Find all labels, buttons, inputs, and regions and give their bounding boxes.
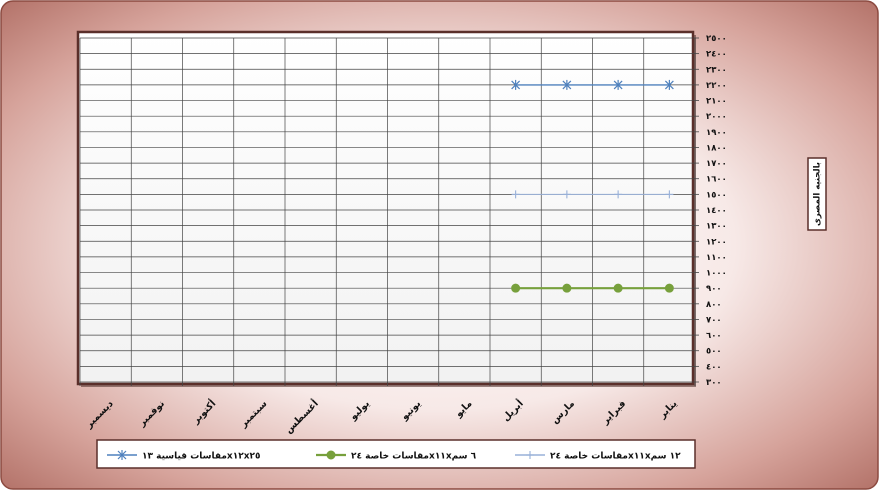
data-point [117,450,127,460]
data-point [664,283,674,293]
y-tick-label: ٢٤٠٠ [706,50,727,60]
y-tick-label: ١٠٠٠ [706,269,727,279]
y-tick-label: ٤٠٠ [706,362,722,372]
y-tick-label: ٩٠٠ [706,284,722,294]
y-tick-label: ١٧٠٠ [706,159,727,169]
y-tick-label: ١٩٠٠ [706,128,727,138]
data-point [562,283,572,293]
y-axis-title-box: بالجنيه المصرى [807,157,827,231]
y-tick-label: ٥٠٠ [706,347,722,357]
y-tick-label: ٢٣٠٠ [706,65,727,75]
legend: مقاسات قياسية ١٣x١٢x٢٥ مقاسات خاصة ٢٤x١١x… [96,439,696,469]
series-layer [511,79,674,293]
y-tick-label: ٧٠٠ [706,315,722,325]
y-tick-label: ٢٠٠٠ [706,112,727,122]
y-tick-label: ١٣٠٠ [706,222,727,232]
data-point [562,79,572,90]
y-tick-label: ١٥٠٠ [706,190,727,200]
grid-lines [79,37,699,386]
legend-label: مقاسات قياسية ١٣x١٢x٢٥ [142,452,261,462]
data-point [613,283,623,293]
y-tick-label: ٢٢٠٠ [706,81,727,91]
y-tick-label: ٨٠٠ [706,300,722,310]
y-tick-label: ٢٥٠٠ [706,34,727,44]
y-tick-label: ١٢٠٠ [706,237,727,247]
y-axis-ticks: ٣٠٠ ٤٠٠ ٥٠٠ ٦٠٠ ٧٠٠ ٨٠٠ ٩٠٠ ١٠٠٠ ١١٠٠ ١٢٠٠ ١٣٠٠ ١٤٠… [706,34,727,388]
legend-label: مقاسات خاصة ٢٤x١١x١٢ سم [550,452,681,462]
plot-area [76,30,695,386]
legend-label: مقاسات خاصة ٢٤x١١x٦ سم [351,452,477,462]
data-point [614,190,623,199]
y-tick-label: ١٤٠٠ [706,206,727,216]
data-point [526,451,534,459]
data-point [511,190,520,199]
data-point [665,190,674,199]
y-axis-title: بالجنيه المصرى [813,162,823,226]
y-tick-label: ٦٠٠ [706,331,722,341]
data-point [511,283,521,293]
data-point [664,79,674,90]
y-tick-label: ١٨٠٠ [706,143,727,153]
data-point [326,450,336,460]
data-point [562,190,571,199]
y-tick-label: ١٦٠٠ [706,175,727,185]
y-tick-label: ٣٠٠ [706,378,722,388]
legend-box [96,439,696,469]
y-tick-label: ٢١٠٠ [706,97,727,107]
data-point [613,79,623,90]
y-tick-label: ١١٠٠ [706,253,727,263]
data-point [511,79,521,90]
